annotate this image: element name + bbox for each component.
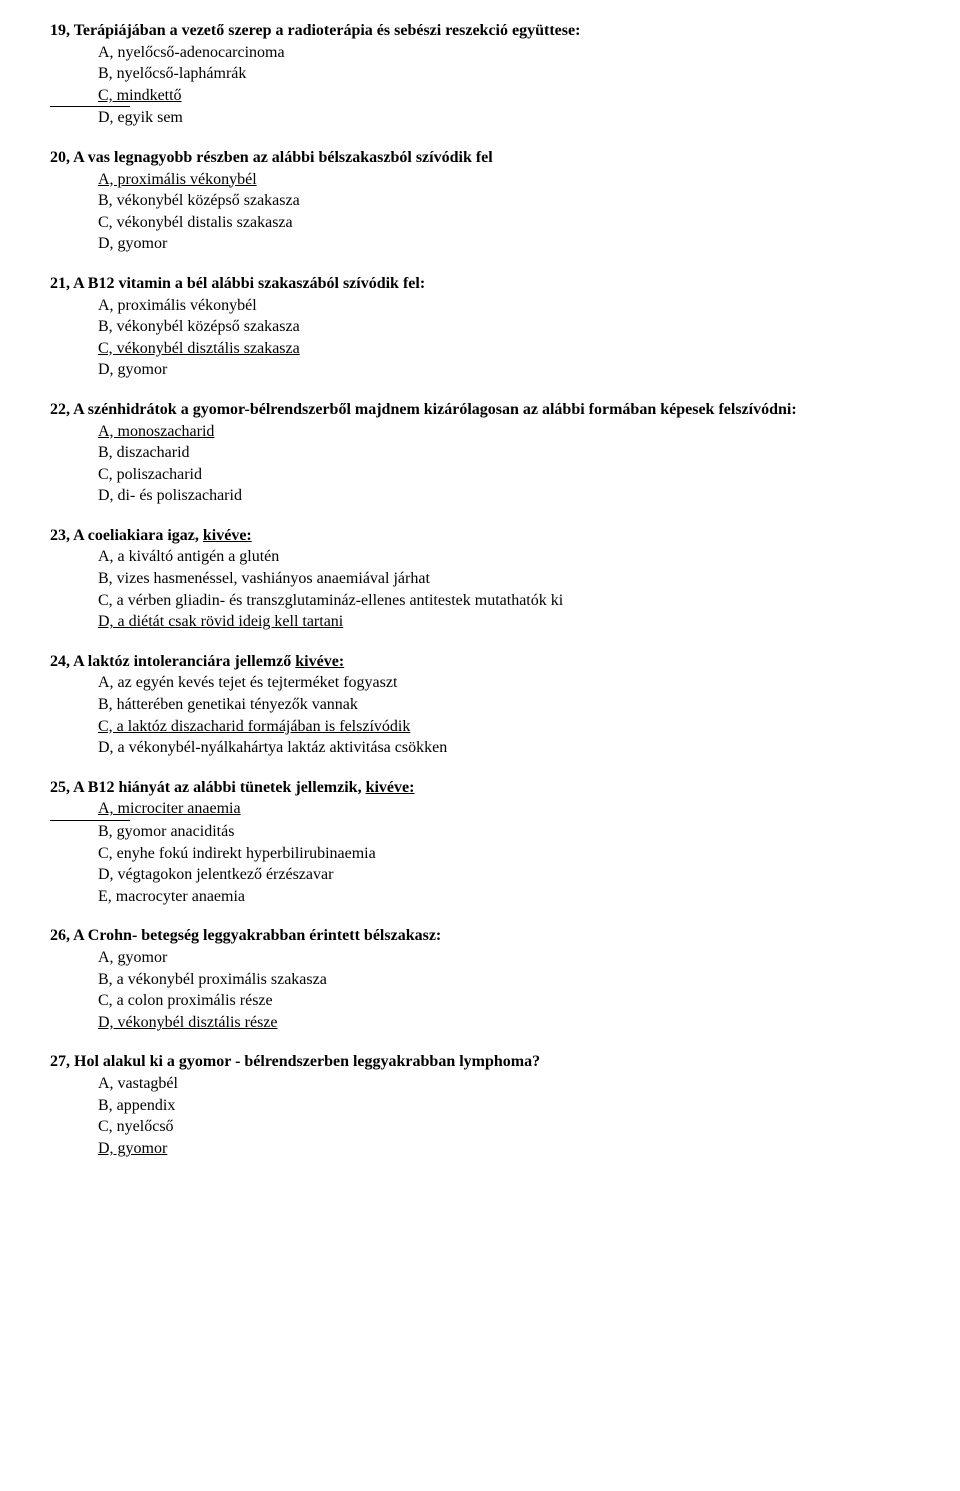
q26-option-c: C, a colon proximális része bbox=[50, 990, 910, 1012]
q24-option-c: C, a laktóz diszacharid formájában is fe… bbox=[50, 716, 910, 738]
q21-option-a: A, proximális vékonybél bbox=[50, 295, 910, 317]
q21-option-c: C, vékonybél disztális szakasza bbox=[50, 338, 910, 360]
q21-option-d: D, gyomor bbox=[50, 359, 910, 381]
question-24: 24, A laktóz intoleranciára jellemző kiv… bbox=[50, 651, 910, 759]
q22-option-b: B, diszacharid bbox=[50, 442, 910, 464]
q24-option-b: B, hátterében genetikai tényezők vannak bbox=[50, 694, 910, 716]
question-26: 26, A Crohn- betegség leggyakrabban érin… bbox=[50, 925, 910, 1033]
q22-option-d: D, di- és poliszacharid bbox=[50, 485, 910, 507]
q25-title-u: kivéve: bbox=[366, 779, 415, 796]
q27-option-b: B, appendix bbox=[50, 1095, 910, 1117]
q20-option-a: A, proximális vékonybél bbox=[50, 169, 910, 191]
q26-option-a: A, gyomor bbox=[50, 947, 910, 969]
q26-option-b: B, a vékonybél proximális szakasza bbox=[50, 969, 910, 991]
q23-option-d: D, a diétát csak rövid ideig kell tartan… bbox=[50, 611, 910, 633]
q22-option-a: A, monoszacharid bbox=[50, 421, 910, 443]
q19-option-a: A, nyelőcső-adenocarcinoma bbox=[50, 42, 910, 64]
question-25: 25, A B12 hiányát az alábbi tünetek jell… bbox=[50, 777, 910, 908]
q25-title: 25, A B12 hiányát az alábbi tünetek jell… bbox=[50, 777, 910, 799]
q19-option-d: D, egyik sem bbox=[50, 107, 910, 129]
q23-option-a: A, a kiváltó antigén a glutén bbox=[50, 546, 910, 568]
q24-option-a: A, az egyén kevés tejet és tejterméket f… bbox=[50, 672, 910, 694]
q21-option-b: B, vékonybél középső szakasza bbox=[50, 316, 910, 338]
q26-title: 26, A Crohn- betegség leggyakrabban érin… bbox=[50, 925, 910, 947]
q25-option-d: D, végtagokon jelentkező érzészavar bbox=[50, 864, 910, 886]
q22-option-c: C, poliszacharid bbox=[50, 464, 910, 486]
q27-option-c: C, nyelőcső bbox=[50, 1116, 910, 1138]
question-23: 23, A coeliakiara igaz, kivéve: A, a kiv… bbox=[50, 525, 910, 633]
q25-title-pre: 25, A B12 hiányát az alábbi tünetek jell… bbox=[50, 779, 366, 796]
question-20: 20, A vas legnagyobb részben az alábbi b… bbox=[50, 147, 910, 255]
question-21: 21, A B12 vitamin a bél alábbi szakaszáb… bbox=[50, 273, 910, 381]
q25-option-b: B, gyomor anaciditás bbox=[50, 821, 910, 843]
q23-option-b: B, vizes hasmenéssel, vashiányos anaemiá… bbox=[50, 568, 910, 590]
q27-option-a: A, vastagbél bbox=[50, 1073, 910, 1095]
q24-title-pre: 24, A laktóz intoleranciára jellemző bbox=[50, 653, 295, 670]
q27-title: 27, Hol alakul ki a gyomor - bélrendszer… bbox=[50, 1051, 910, 1073]
q27-option-d: D, gyomor bbox=[50, 1138, 910, 1160]
q24-option-d: D, a vékonybél-nyálkahártya laktáz aktiv… bbox=[50, 737, 910, 759]
q19-option-b: B, nyelőcső-laphámrák bbox=[50, 63, 910, 85]
q22-title: 22, A szénhidrátok a gyomor-bélrendszerb… bbox=[50, 399, 910, 421]
q25-option-a: A, microciter anaemia bbox=[50, 798, 910, 820]
q20-option-b: B, vékonybél középső szakasza bbox=[50, 190, 910, 212]
q23-title-u: kivéve: bbox=[203, 527, 252, 544]
question-22: 22, A szénhidrátok a gyomor-bélrendszerb… bbox=[50, 399, 910, 507]
q24-title-u: kivéve: bbox=[295, 653, 344, 670]
q20-option-c: C, vékonybél distalis szakasza bbox=[50, 212, 910, 234]
question-27: 27, Hol alakul ki a gyomor - bélrendszer… bbox=[50, 1051, 910, 1159]
q26-option-d: D, vékonybél disztális része bbox=[50, 1012, 910, 1034]
q23-title-pre: 23, A coeliakiara igaz, bbox=[50, 527, 203, 544]
q25-option-e: E, macrocyter anaemia bbox=[50, 886, 910, 908]
q20-option-d: D, gyomor bbox=[50, 233, 910, 255]
q19-title: 19, Terápiájában a vezető szerep a radio… bbox=[50, 20, 910, 42]
q21-title: 21, A B12 vitamin a bél alábbi szakaszáb… bbox=[50, 273, 910, 295]
q20-title: 20, A vas legnagyobb részben az alábbi b… bbox=[50, 147, 910, 169]
question-19: 19, Terápiájában a vezető szerep a radio… bbox=[50, 20, 910, 129]
q24-title: 24, A laktóz intoleranciára jellemző kiv… bbox=[50, 651, 910, 673]
q19-option-c: C, mindkettő bbox=[50, 85, 910, 107]
q23-title: 23, A coeliakiara igaz, kivéve: bbox=[50, 525, 910, 547]
q25-option-c: C, enyhe fokú indirekt hyperbilirubinaem… bbox=[50, 843, 910, 865]
q23-option-c: C, a vérben gliadin- és transzglutamináz… bbox=[50, 590, 910, 612]
